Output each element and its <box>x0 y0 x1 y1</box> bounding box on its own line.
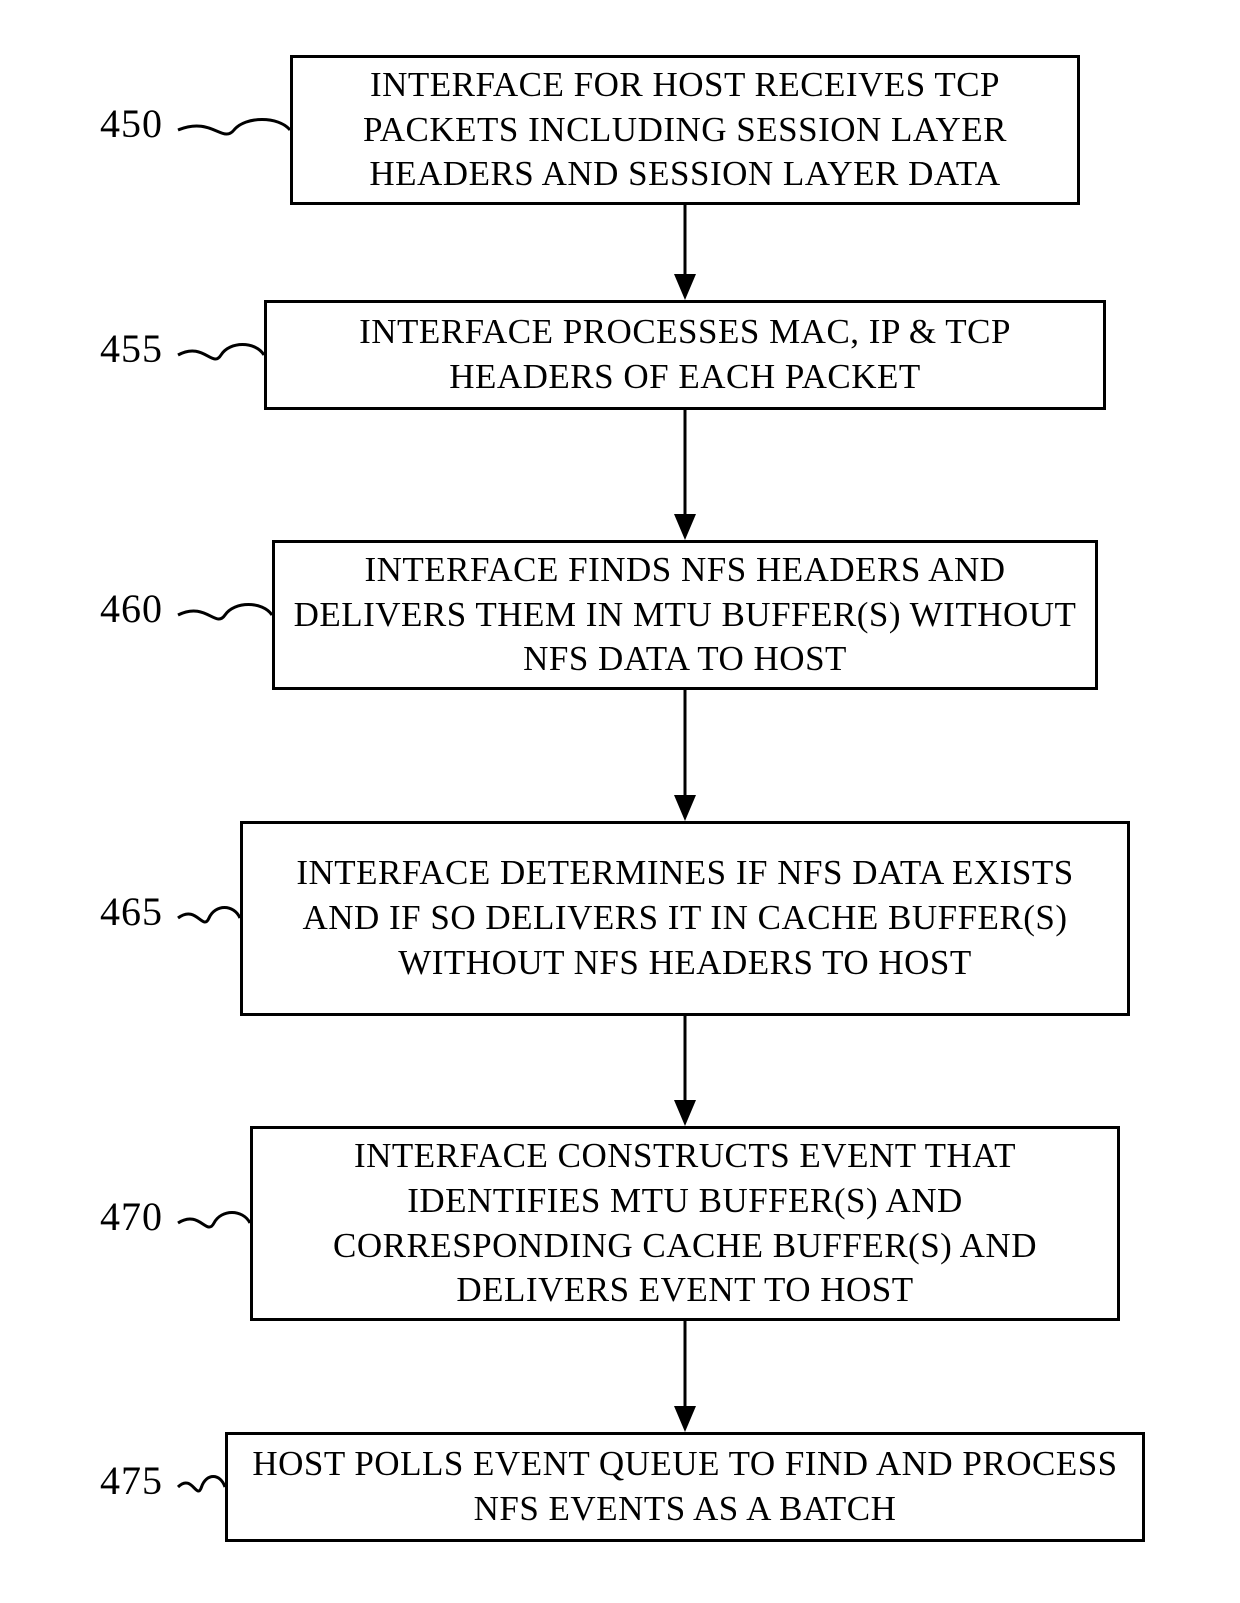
ref-label-465: 465 <box>100 888 163 935</box>
node-text: INTERFACE DETERMINES IF NFS DATA EXISTS … <box>257 851 1113 985</box>
ref-label-460: 460 <box>100 585 163 632</box>
ref-connector-475 <box>173 1468 230 1506</box>
node-text: INTERFACE PROCESSES MAC, IP & TCP HEADER… <box>281 310 1089 400</box>
ref-connector-470 <box>173 1204 255 1242</box>
ref-label-475: 475 <box>100 1457 163 1504</box>
edge-arrow-1 <box>663 408 707 542</box>
ref-connector-465 <box>173 899 245 937</box>
edge-arrow-3 <box>663 1014 707 1128</box>
flowchart-node-455: INTERFACE PROCESSES MAC, IP & TCP HEADER… <box>264 300 1106 410</box>
ref-connector-455 <box>173 336 269 374</box>
edge-arrow-0 <box>663 203 707 302</box>
ref-label-450: 450 <box>100 100 163 147</box>
ref-label-470: 470 <box>100 1193 163 1240</box>
node-text: INTERFACE FINDS NFS HEADERS AND DELIVERS… <box>289 548 1081 682</box>
flowchart-node-465: INTERFACE DETERMINES IF NFS DATA EXISTS … <box>240 821 1130 1016</box>
flowchart-canvas: INTERFACE FOR HOST RECEIVES TCP PACKETS … <box>0 0 1240 1603</box>
ref-label-455: 455 <box>100 325 163 372</box>
flowchart-node-475: HOST POLLS EVENT QUEUE TO FIND AND PROCE… <box>225 1432 1145 1542</box>
ref-connector-450 <box>173 111 295 149</box>
flowchart-node-460: INTERFACE FINDS NFS HEADERS AND DELIVERS… <box>272 540 1098 690</box>
edge-arrow-4 <box>663 1319 707 1434</box>
flowchart-node-470: INTERFACE CONSTRUCTS EVENT THAT IDENTIFI… <box>250 1126 1120 1321</box>
edge-arrow-2 <box>663 688 707 823</box>
flowchart-node-450: INTERFACE FOR HOST RECEIVES TCP PACKETS … <box>290 55 1080 205</box>
node-text: INTERFACE FOR HOST RECEIVES TCP PACKETS … <box>307 63 1063 197</box>
node-text: HOST POLLS EVENT QUEUE TO FIND AND PROCE… <box>242 1442 1128 1532</box>
ref-connector-460 <box>173 596 277 634</box>
node-text: INTERFACE CONSTRUCTS EVENT THAT IDENTIFI… <box>267 1134 1103 1313</box>
